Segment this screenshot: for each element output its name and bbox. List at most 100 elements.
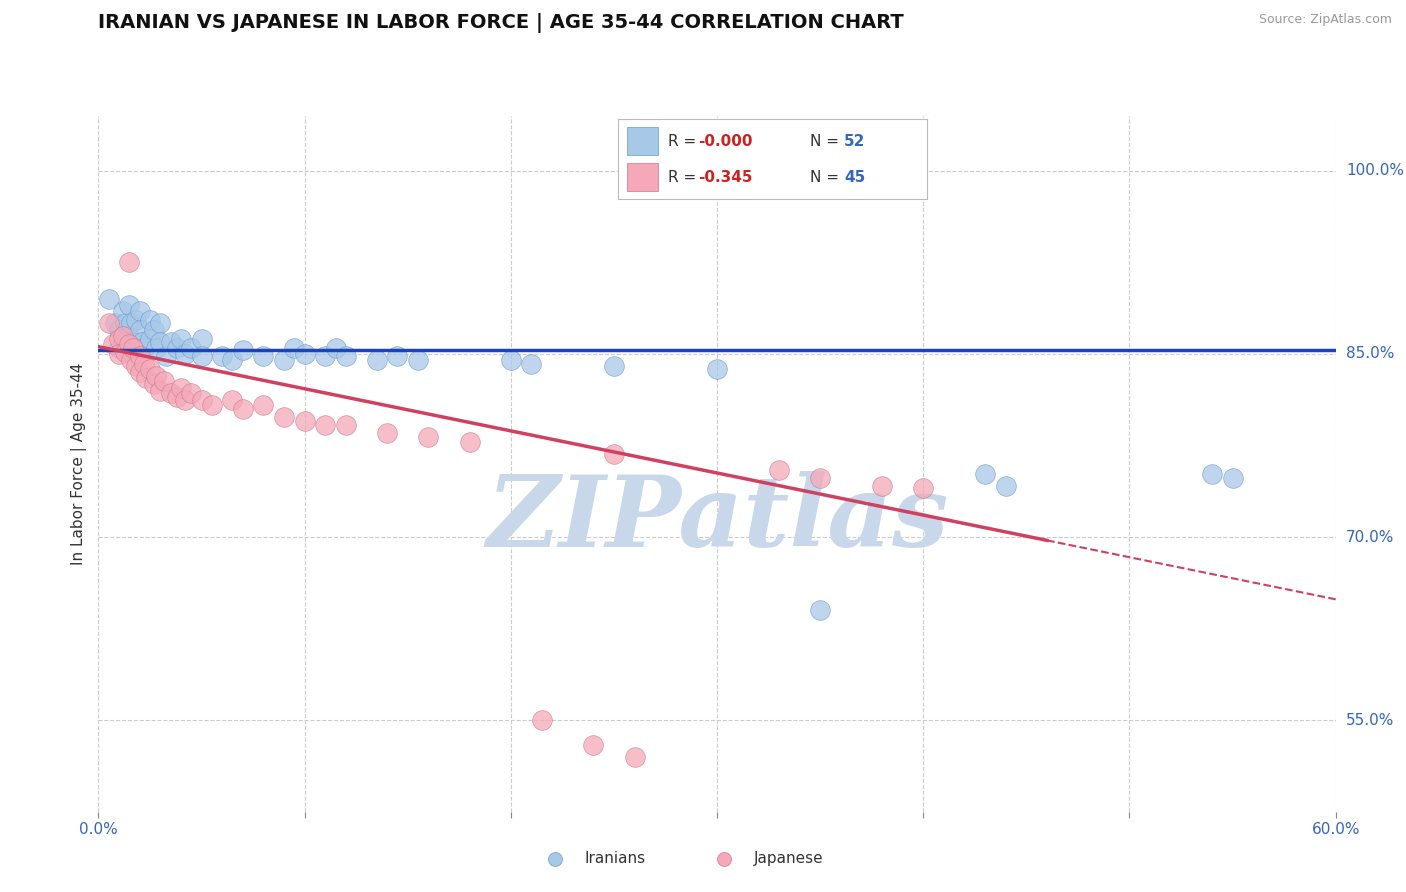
Point (114, 344, 136, 359)
Point (314, 417, 336, 432)
Point (104, 317, 127, 331)
Point (101, 337, 124, 351)
Point (870, 479, 893, 493)
Point (128, 365, 150, 379)
Point (232, 343, 254, 358)
Point (252, 398, 274, 412)
Point (294, 414, 316, 428)
Text: 85.0%: 85.0% (1346, 346, 1395, 361)
Point (808, 471, 831, 485)
Point (145, 368, 167, 383)
Point (1222, 471, 1244, 485)
Point (120, 317, 142, 331)
Point (768, 463, 790, 477)
Point (108, 341, 131, 355)
Point (139, 332, 162, 346)
Point (273, 353, 295, 368)
Text: -0.000: -0.000 (699, 134, 754, 149)
Point (155, 350, 177, 364)
Point (603, 447, 626, 461)
Text: Source: ZipAtlas.com: Source: ZipAtlas.com (1258, 13, 1392, 27)
Point (325, 341, 347, 355)
Point (582, 738, 605, 752)
Point (108, 322, 131, 336)
Text: R =: R = (668, 169, 700, 185)
Point (108, 332, 131, 346)
Point (97, 292, 120, 306)
Point (143, 377, 166, 392)
Point (114, 317, 136, 331)
Point (128, 322, 150, 336)
Point (335, 417, 357, 432)
Point (145, 341, 167, 355)
Point (131, 334, 153, 349)
Point (912, 481, 935, 495)
Text: Iranians: Iranians (585, 851, 645, 866)
Text: N =: N = (810, 134, 844, 149)
Text: R =: R = (668, 134, 700, 149)
Point (174, 347, 197, 361)
Point (118, 328, 141, 343)
Point (112, 332, 135, 346)
Point (132, 341, 155, 355)
Point (211, 350, 233, 364)
Point (713, 851, 735, 865)
Text: 100.0%: 100.0% (1346, 163, 1405, 178)
Point (190, 393, 212, 408)
Point (128, 350, 150, 364)
Point (149, 334, 172, 349)
Point (1201, 467, 1223, 481)
Point (387, 350, 409, 364)
Point (221, 353, 243, 368)
Point (153, 374, 176, 388)
Point (124, 359, 146, 374)
Point (530, 713, 553, 727)
Point (118, 298, 141, 312)
Point (139, 313, 162, 327)
Point (143, 322, 166, 336)
Point (252, 350, 274, 364)
Point (190, 350, 212, 364)
Point (375, 426, 398, 441)
Point (180, 386, 202, 401)
Point (122, 341, 145, 355)
Bar (627, 162, 658, 192)
Point (974, 467, 997, 481)
Point (139, 361, 162, 376)
Point (118, 255, 141, 269)
Point (232, 401, 254, 416)
Point (97, 317, 120, 331)
Point (366, 353, 388, 368)
Point (118, 337, 141, 351)
Point (170, 381, 193, 395)
Point (201, 398, 224, 412)
Text: -0.345: -0.345 (699, 169, 754, 185)
Text: 52: 52 (844, 134, 865, 149)
Point (314, 350, 336, 364)
Bar (627, 127, 658, 155)
Point (159, 386, 181, 401)
Text: Japanese: Japanese (754, 851, 824, 866)
Point (603, 359, 626, 374)
Point (149, 317, 172, 331)
Point (994, 479, 1017, 493)
Point (135, 371, 157, 385)
Point (273, 410, 295, 425)
Point (458, 434, 481, 449)
Text: ZIPatlas: ZIPatlas (486, 471, 948, 567)
Point (112, 328, 135, 343)
Point (544, 851, 567, 865)
Point (520, 357, 543, 371)
Text: 70.0%: 70.0% (1346, 530, 1395, 545)
Point (120, 353, 142, 368)
Point (808, 603, 831, 617)
Point (170, 332, 193, 346)
Point (108, 347, 131, 361)
Point (335, 350, 357, 364)
Point (132, 357, 155, 371)
Text: IRANIAN VS JAPANESE IN LABOR FORCE | AGE 35-44 CORRELATION CHART: IRANIAN VS JAPANESE IN LABOR FORCE | AGE… (98, 13, 904, 33)
Point (174, 393, 197, 408)
Point (190, 332, 212, 346)
Point (180, 341, 202, 355)
Point (406, 353, 429, 368)
